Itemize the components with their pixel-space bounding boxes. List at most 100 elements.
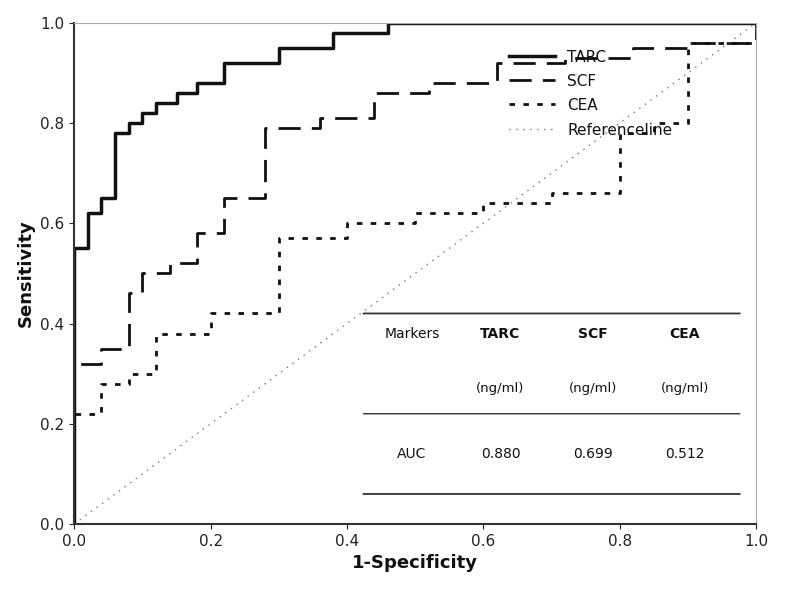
SCF <box>315 114 324 121</box>
TARC <box>97 194 106 201</box>
Text: Markers: Markers <box>384 326 440 340</box>
CEA <box>615 130 625 137</box>
TARC <box>111 130 120 137</box>
TARC <box>383 29 392 37</box>
TARC <box>192 80 202 87</box>
SCF <box>684 39 693 47</box>
TARC <box>97 210 106 217</box>
SCF <box>315 124 324 131</box>
Y-axis label: Sensitivity: Sensitivity <box>16 220 35 327</box>
CEA <box>206 310 215 317</box>
Text: TARC: TARC <box>480 326 520 340</box>
SCF <box>220 230 229 237</box>
TARC <box>649 19 659 26</box>
TARC <box>329 29 338 37</box>
SCF <box>192 230 202 237</box>
TARC <box>152 100 161 107</box>
CEA <box>70 410 79 417</box>
CEA <box>479 200 488 207</box>
CEA <box>479 210 488 217</box>
SCF <box>165 260 174 267</box>
CEA <box>206 330 215 337</box>
TARC <box>124 120 133 127</box>
Line: SCF: SCF <box>75 22 756 524</box>
TARC <box>111 194 120 201</box>
CEA <box>97 380 106 387</box>
SCF <box>370 114 379 121</box>
SCF <box>192 260 202 267</box>
CEA <box>124 370 133 377</box>
CEA <box>411 220 420 227</box>
TARC <box>152 110 161 117</box>
CEA <box>124 380 133 387</box>
CEA <box>547 200 557 207</box>
TARC <box>172 90 181 97</box>
Text: SCF: SCF <box>578 326 608 340</box>
CEA <box>684 120 693 127</box>
CEA <box>684 39 693 47</box>
SCF <box>97 345 106 352</box>
SCF <box>424 80 433 87</box>
Text: 0.699: 0.699 <box>573 447 612 461</box>
CEA <box>615 190 625 197</box>
Text: CEA: CEA <box>670 326 700 340</box>
Line: TARC: TARC <box>75 22 756 524</box>
Text: 0.880: 0.880 <box>480 447 520 461</box>
SCF <box>629 44 638 51</box>
Text: 0.512: 0.512 <box>665 447 704 461</box>
SCF <box>137 290 147 297</box>
SCF <box>261 194 270 201</box>
SCF <box>560 54 570 61</box>
CEA <box>97 410 106 417</box>
TARC <box>83 210 93 217</box>
SCF <box>560 59 570 67</box>
SCF <box>220 194 229 201</box>
CEA <box>649 130 659 137</box>
TARC <box>70 245 79 252</box>
SCF <box>370 90 379 97</box>
TARC <box>70 521 79 528</box>
TARC <box>137 110 147 117</box>
TARC <box>124 130 133 137</box>
SCF <box>70 360 79 367</box>
CEA <box>649 120 659 127</box>
TARC <box>274 59 283 67</box>
SCF <box>751 19 761 26</box>
CEA <box>152 370 161 377</box>
TARC <box>383 19 392 26</box>
SCF <box>629 54 638 61</box>
CEA <box>152 330 161 337</box>
CEA <box>411 210 420 217</box>
Text: AUC: AUC <box>397 447 426 461</box>
Text: (ng/ml): (ng/ml) <box>660 382 709 395</box>
CEA <box>274 310 283 317</box>
TARC <box>137 120 147 127</box>
Text: (ng/ml): (ng/ml) <box>568 382 617 395</box>
CEA <box>547 190 557 197</box>
TARC <box>329 44 338 51</box>
SCF <box>492 80 502 87</box>
TARC <box>83 245 93 252</box>
SCF <box>165 270 174 277</box>
SCF <box>684 44 693 51</box>
SCF <box>124 345 133 352</box>
TARC <box>172 100 181 107</box>
Legend: TARC, SCF, CEA, Referenceline: TARC, SCF, CEA, Referenceline <box>505 45 677 143</box>
SCF <box>124 290 133 297</box>
SCF <box>137 270 147 277</box>
TARC <box>649 19 659 26</box>
X-axis label: 1-Specificity: 1-Specificity <box>352 554 478 573</box>
Line: CEA: CEA <box>75 22 756 524</box>
Text: (ng/ml): (ng/ml) <box>476 382 524 395</box>
CEA <box>342 235 352 242</box>
CEA <box>274 235 283 242</box>
TARC <box>751 19 761 26</box>
CEA <box>70 521 79 528</box>
TARC <box>220 80 229 87</box>
SCF <box>424 90 433 97</box>
SCF <box>261 124 270 131</box>
SCF <box>97 360 106 367</box>
SCF <box>70 521 79 528</box>
CEA <box>342 220 352 227</box>
CEA <box>751 19 761 26</box>
